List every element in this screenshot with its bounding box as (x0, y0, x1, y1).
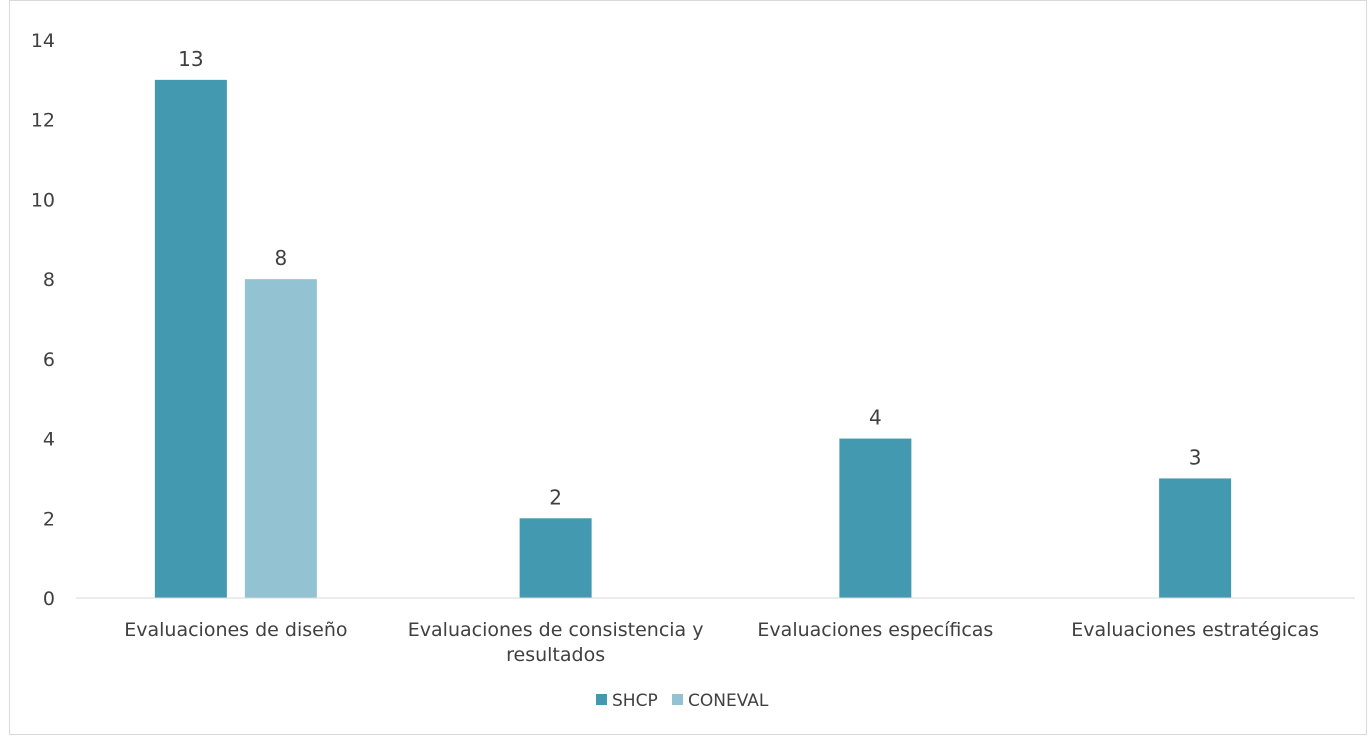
x-axis-categories: Evaluaciones de diseño Evaluaciones de co… (124, 619, 1319, 666)
data-label: 4 (869, 406, 882, 430)
y-tick-label: 4 (43, 429, 55, 451)
y-tick-label: 8 (43, 269, 55, 291)
chart-frame (9, 0, 1367, 735)
y-tick-label: 14 (31, 30, 55, 52)
y-tick-label: 12 (31, 110, 55, 132)
y-tick-label: 10 (31, 189, 55, 211)
legend-swatch-coneval (672, 694, 683, 705)
bar-shcp-0[interactable] (154, 79, 227, 599)
y-tick-label: 2 (43, 508, 55, 530)
data-label: 13 (178, 47, 203, 71)
bar-coneval-0[interactable] (244, 279, 317, 598)
data-labels: 13 8 2 4 3 (178, 47, 1201, 509)
data-label: 2 (549, 485, 562, 509)
data-label: 3 (1189, 445, 1202, 469)
bar-shcp-1[interactable] (519, 518, 592, 598)
x-category-label: resultados (506, 644, 605, 666)
x-category-label: Evaluaciones específicas (757, 619, 993, 641)
y-tick-label: 6 (43, 349, 55, 371)
bar-shcp-2[interactable] (839, 438, 912, 598)
x-category-label: Evaluaciones estratégicas (1071, 619, 1319, 641)
bar-shcp-3[interactable] (1159, 478, 1232, 598)
x-category-label: Evaluaciones de consistencia y (408, 619, 704, 641)
bars (154, 79, 1232, 599)
data-label: 8 (275, 246, 288, 270)
x-category-label: Evaluaciones de diseño (124, 619, 347, 641)
legend-label-shcp: SHCP (612, 691, 658, 711)
y-axis-ticks: 0 2 4 6 8 10 12 14 (31, 30, 55, 610)
legend[interactable]: SHCP CONEVAL (596, 691, 769, 711)
legend-swatch-shcp (596, 694, 607, 705)
legend-label-coneval: CONEVAL (688, 691, 769, 711)
y-tick-label: 0 (43, 588, 55, 610)
